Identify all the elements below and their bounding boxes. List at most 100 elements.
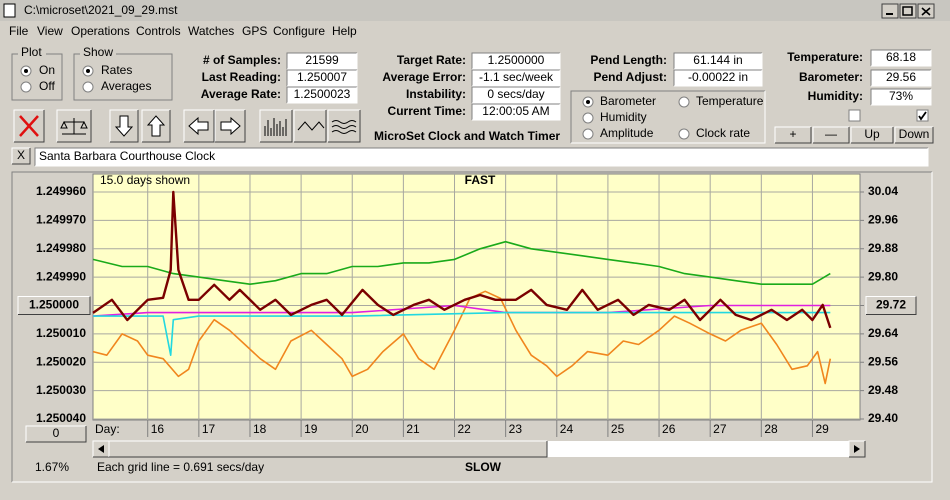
bevel-dark xyxy=(18,296,91,315)
y2-reference-button[interactable] xyxy=(866,296,916,315)
radio-label: Averages xyxy=(101,79,151,93)
adjust-button[interactable] xyxy=(851,127,893,143)
field-label: Average Error: xyxy=(382,70,466,84)
radio-label: Off xyxy=(39,79,55,93)
group-title: Show xyxy=(83,45,113,59)
radio-label: Rates xyxy=(101,63,132,77)
x-tick-label: 26 xyxy=(662,422,676,436)
radio-button[interactable] xyxy=(20,81,32,93)
y-tick-label: 1.250010 xyxy=(36,326,86,340)
scroll-thumb[interactable] xyxy=(109,441,547,457)
y-reference-button[interactable] xyxy=(18,296,90,315)
menu-item[interactable]: File xyxy=(9,24,29,38)
icon-down xyxy=(114,115,134,137)
bevel-light xyxy=(34,147,928,166)
menu-item[interactable]: Operations xyxy=(71,24,130,38)
field-value: 0 secs/day xyxy=(487,87,544,101)
field-value: 1.250007 xyxy=(297,70,347,84)
menu-item[interactable]: GPS xyxy=(242,24,267,38)
field-value: 68.18 xyxy=(886,50,916,64)
legend-label: Temperature xyxy=(696,94,764,108)
bevel-dark xyxy=(26,426,87,443)
close-clock-button[interactable] xyxy=(12,148,30,164)
menu-item[interactable]: Help xyxy=(332,24,357,38)
icon-left xyxy=(188,116,209,136)
icon-right xyxy=(220,116,241,136)
bevel-dark xyxy=(215,110,246,143)
radio-label: On xyxy=(39,63,55,77)
radio-dot xyxy=(86,69,90,73)
legend-label: Amplitude xyxy=(600,126,654,140)
radio-button[interactable] xyxy=(678,96,690,108)
bevel-light xyxy=(183,109,214,142)
y2-tick-label: 29.88 xyxy=(868,241,898,255)
bevel-dark xyxy=(287,70,358,87)
radio-button[interactable] xyxy=(582,128,594,140)
button-label: 0 xyxy=(53,426,60,440)
app-title: MicroSet Clock and Watch Timer xyxy=(374,129,560,143)
menu-item[interactable]: Watches xyxy=(188,24,234,38)
button-label: — xyxy=(825,127,837,141)
radio-dot xyxy=(24,69,28,73)
bevel-dark xyxy=(895,127,934,144)
radio-button[interactable] xyxy=(82,81,94,93)
bevel-light xyxy=(327,109,360,142)
bevel-light xyxy=(11,147,30,164)
adjust-button[interactable] xyxy=(813,127,849,143)
bevel-light xyxy=(570,90,765,143)
menu-item[interactable]: View xyxy=(37,24,63,38)
icon-up xyxy=(146,115,166,137)
bevel-dark xyxy=(328,110,361,143)
bevel-dark xyxy=(871,89,932,106)
adjust-button[interactable] xyxy=(775,127,811,143)
field-label: Current Time: xyxy=(388,104,466,118)
bevel-dark xyxy=(472,70,561,87)
bevel-dark xyxy=(110,110,139,143)
y-tick-label: 1.250000 xyxy=(29,298,79,312)
bevel-light xyxy=(109,109,138,142)
minimize-button[interactable] xyxy=(881,3,899,19)
bevel-dark xyxy=(184,110,215,143)
field-label: Instability: xyxy=(406,87,466,101)
legend-label: Barometer xyxy=(600,94,656,108)
bevel-dark xyxy=(260,110,293,143)
toolbar-button[interactable] xyxy=(294,110,326,142)
x-axis-label: Day: xyxy=(95,422,120,436)
bevel-dark xyxy=(287,53,358,70)
bevel-dark xyxy=(472,53,561,70)
menu-item[interactable]: Controls xyxy=(136,24,181,38)
bevel-light xyxy=(17,296,90,315)
bevel-light xyxy=(471,52,560,69)
adjust-button[interactable] xyxy=(895,127,933,143)
window-controls[interactable] xyxy=(881,3,935,19)
bevel-light xyxy=(293,109,326,142)
y2-tick-label: 29.40 xyxy=(868,411,898,425)
bevel-dark xyxy=(109,441,548,458)
radio-button[interactable] xyxy=(678,128,690,140)
y2-tick-label: 29.80 xyxy=(868,269,898,283)
field-label: Barometer: xyxy=(799,70,863,84)
x-tick-label: 16 xyxy=(151,422,165,436)
field-box xyxy=(674,53,762,69)
bevel-light xyxy=(108,440,547,457)
checkbox[interactable] xyxy=(848,109,861,122)
field-box xyxy=(287,70,357,86)
fast-label: FAST xyxy=(465,173,496,187)
y-tick-label: 1.249980 xyxy=(36,241,86,255)
menu-item[interactable]: Configure xyxy=(273,24,325,38)
field-box xyxy=(472,53,560,69)
group-box xyxy=(73,53,173,101)
field-value: 12:00:05 AM xyxy=(482,104,549,118)
bevel-dark xyxy=(472,87,561,104)
x-tick-label: 25 xyxy=(611,422,625,436)
title-bar xyxy=(0,0,950,21)
bevel-dark xyxy=(851,127,894,144)
bevel-light xyxy=(870,88,931,105)
arrow xyxy=(854,445,860,453)
bevel-light xyxy=(471,86,560,103)
close-glyph xyxy=(921,7,931,16)
offset-button[interactable] xyxy=(26,426,86,442)
radio-button[interactable] xyxy=(582,112,594,124)
bevel-dark xyxy=(12,148,31,165)
